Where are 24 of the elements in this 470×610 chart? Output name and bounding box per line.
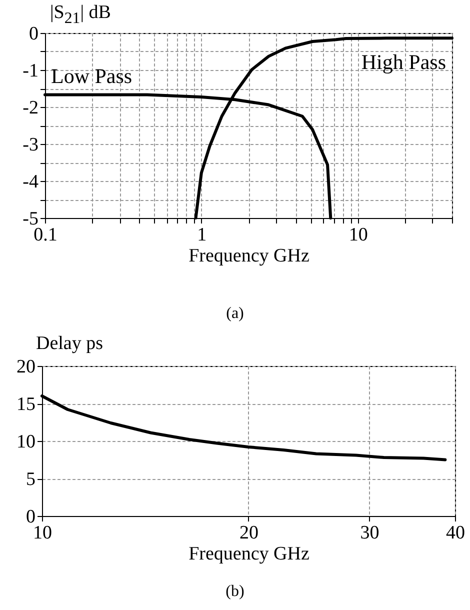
text: (b) [224, 583, 246, 601]
x-tick-label: 0.1 [34, 224, 58, 246]
y-tick-label: -2 [22, 98, 38, 118]
x-axis-title: Frequency GHz [188, 544, 310, 564]
y-tick-label: 15 [16, 394, 36, 415]
x-tick-label: 10 [348, 224, 368, 246]
x-tick-label: 40 [446, 522, 465, 544]
series-label: Low Pass [51, 64, 132, 88]
y-tick-label: 0 [29, 24, 38, 44]
series-label: High Pass [361, 50, 446, 74]
x-tick-label: 30 [360, 522, 380, 544]
y-tick-label: -1 [22, 60, 38, 82]
y-tick-label: -3 [22, 134, 38, 156]
text: (a) [225, 305, 245, 323]
y-tick-label: -4 [22, 172, 39, 192]
x-tick-label: 1 [197, 224, 207, 246]
y-tick-label: 10 [16, 432, 36, 452]
y-axis-title: |S$_{21}$| dB [50, 2, 111, 28]
y-tick-label: 5 [26, 469, 36, 490]
y-tick-label: 0 [26, 506, 36, 528]
y-tick-label: 20 [16, 356, 36, 378]
x-axis-title: Frequency GHz [188, 246, 310, 266]
x-tick-label: 20 [240, 522, 258, 544]
y-axis-title: Delay ps [36, 333, 104, 355]
